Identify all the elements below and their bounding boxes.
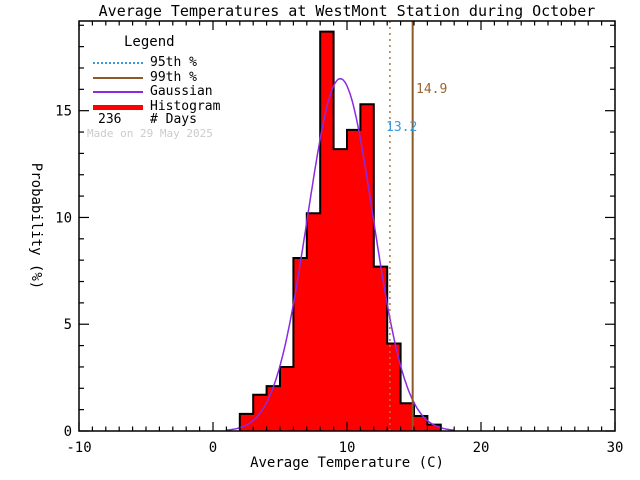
percentile-99-value-label: 14.9 <box>416 82 448 97</box>
x-tick-label: -10 <box>66 440 91 456</box>
legend-line-gaussian-icon <box>93 91 143 93</box>
legend-label-histogram: Histogram <box>150 99 221 114</box>
x-axis-title: Average Temperature (C) <box>250 455 444 471</box>
x-tick-label: 10 <box>339 440 356 456</box>
legend-label-99th: 99th % <box>150 70 197 85</box>
histogram-bars <box>239 31 441 431</box>
x-tick-label: 0 <box>209 440 217 456</box>
legend-line-histogram-icon <box>93 105 143 110</box>
y-tick-label: 0 <box>64 424 72 440</box>
y-tick-label: 10 <box>55 210 72 226</box>
x-tick-label: 30 <box>607 440 624 456</box>
legend-label-95th: 95th % <box>150 55 197 70</box>
days-label: # Days <box>150 112 197 127</box>
x-tick-label: 20 <box>473 440 490 456</box>
legend-label-gaussian: Gaussian <box>150 84 213 99</box>
chart-title: Average Temperatures at WestMont Station… <box>98 2 596 20</box>
days-count: 236 <box>98 112 122 127</box>
percentile-95-value-label: 13.2 <box>386 120 418 135</box>
gaussian-curve <box>226 77 455 431</box>
legend-line-95th-icon <box>93 62 143 64</box>
legend-line-99th-icon <box>93 77 143 79</box>
legend-title: Legend <box>124 34 175 50</box>
watermark-made-on: Made on 29 May 2025 <box>87 127 213 140</box>
y-tick-label: 5 <box>64 317 72 333</box>
y-tick-label: 15 <box>55 104 72 120</box>
y-axis-title: Probability (%) <box>28 162 44 290</box>
